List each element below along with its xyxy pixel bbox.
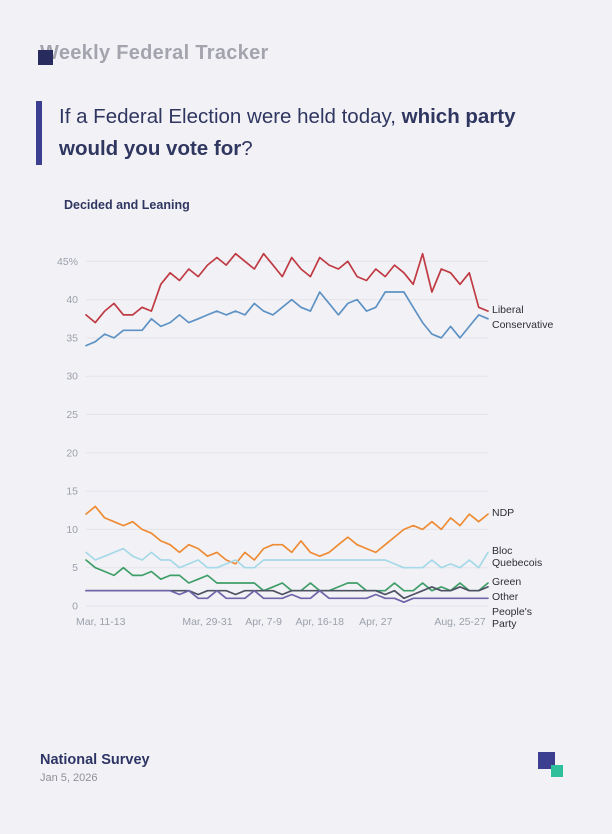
series-line-liberal <box>85 252 489 323</box>
y-tick-label: 15 <box>66 485 78 497</box>
y-tick-label: 20 <box>66 447 78 459</box>
footer-date: Jan 5, 2026 <box>40 772 98 784</box>
logo-teal-square <box>551 765 563 777</box>
x-tick-label: Aug, 25-27 <box>434 616 486 628</box>
question-text-suffix: ? <box>241 136 253 160</box>
logo-navy-square <box>538 752 555 769</box>
y-tick-label: 10 <box>66 523 78 535</box>
series-line-green <box>85 558 489 592</box>
x-tick-label: Apr, 16-18 <box>295 616 344 628</box>
y-tick-label: 40 <box>66 294 78 306</box>
chart-subtitle: Decided and Leaning <box>64 197 190 212</box>
y-tick-label: 35 <box>66 332 78 344</box>
brand-mark-icon <box>38 50 53 65</box>
footer-title: National Survey <box>40 752 150 768</box>
series-line-bloc-quebecois <box>85 547 489 569</box>
x-tick-label: Mar, 11-13 <box>76 616 126 628</box>
y-tick-label: 0 <box>72 600 78 612</box>
x-tick-label: Apr, 7-9 <box>245 616 282 628</box>
poll-trend-chart-area: 45% 40 35 30 25 20 15 10 5 0 Mar, 11-13 Mar, 29-31 A… <box>40 232 600 644</box>
y-tick-label: 45% <box>57 255 78 267</box>
y-tick-label: 5 <box>72 562 78 574</box>
poll-trend-chart: 45% 40 35 30 25 20 15 10 5 0 Mar, 11-13 Mar, 29-31 A… <box>57 252 489 628</box>
series-line-conservative <box>85 290 489 346</box>
brand-logo-icon <box>538 752 566 780</box>
y-tick-label: 25 <box>66 409 78 421</box>
page-title: Weekly Federal Tracker <box>40 42 269 64</box>
survey-question: If a Federal Election were held today, w… <box>36 101 522 165</box>
series-line-people-s-party <box>85 589 489 603</box>
footer: National Survey Jan 5, 2026 <box>40 752 150 784</box>
series-line-ndp <box>85 505 489 565</box>
x-tick-label: Mar, 29-31 <box>182 616 232 628</box>
question-text-normal: If a Federal Election were held today, <box>59 105 402 128</box>
question-text-bold: which party would you vote for <box>59 105 516 160</box>
x-tick-label: Apr, 27 <box>359 616 392 628</box>
y-tick-label: 30 <box>66 370 78 382</box>
